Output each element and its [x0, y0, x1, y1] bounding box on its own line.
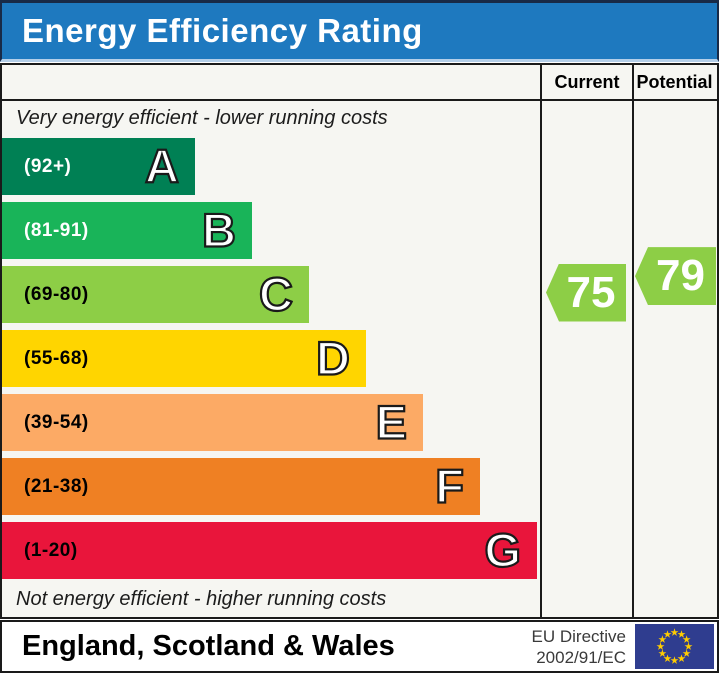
band-range-label: (39-54)	[24, 411, 89, 433]
band-E: (39-54) E	[2, 394, 423, 451]
band-letter: A	[144, 138, 180, 193]
eu-directive-line1: EU Directive	[531, 626, 626, 646]
page-title: Energy Efficiency Rating	[22, 12, 423, 49]
eu-flag	[635, 624, 714, 669]
band-letter: F	[434, 458, 465, 513]
band-range-label: (1-20)	[24, 539, 78, 561]
band-letter: C	[258, 266, 294, 321]
header-row-divider	[2, 99, 717, 101]
band-range-label: (55-68)	[24, 347, 89, 369]
potential-rating-arrow: 79	[635, 247, 716, 306]
band-A: (92+) A	[2, 138, 195, 195]
eu-flag-icon	[635, 624, 714, 669]
rating-table: Current Potential Very energy efficient …	[0, 63, 719, 619]
current-rating-arrow: 75	[546, 263, 626, 322]
current-column-header: Current	[554, 71, 620, 92]
band-C: (69-80) C	[2, 266, 309, 323]
band-D: (55-68) D	[2, 330, 366, 387]
band-range-label: (81-91)	[24, 219, 89, 241]
potential-rating-value: 79	[656, 251, 705, 301]
column-divider-potential	[632, 65, 634, 617]
region-label: England, Scotland & Wales	[22, 630, 395, 662]
band-range-label: (92+)	[24, 155, 72, 177]
bottom-note: Not energy efficient - higher running co…	[16, 588, 387, 610]
band-G: (1-20) G	[2, 522, 537, 579]
band-letter: G	[483, 522, 522, 577]
footer-bar: England, Scotland & Wales EU Directive 2…	[0, 620, 719, 673]
band-range-label: (69-80)	[24, 283, 89, 305]
band-range-label: (21-38)	[24, 475, 89, 497]
eu-directive-label: EU Directive 2002/91/EC	[532, 626, 635, 668]
band-letter: D	[315, 330, 351, 385]
column-divider-current	[540, 65, 542, 617]
potential-column-header: Potential	[636, 71, 713, 92]
band-letter: E	[375, 394, 409, 449]
top-note: Very energy efficient - lower running co…	[16, 107, 388, 129]
band-letter: B	[201, 202, 237, 257]
band-B: (81-91) B	[2, 202, 252, 259]
header-bar: Energy Efficiency Rating	[0, 0, 719, 62]
current-rating-value: 75	[566, 267, 616, 317]
band-F: (21-38) F	[2, 458, 480, 515]
eu-directive-line2: 2002/91/EC	[536, 647, 626, 667]
